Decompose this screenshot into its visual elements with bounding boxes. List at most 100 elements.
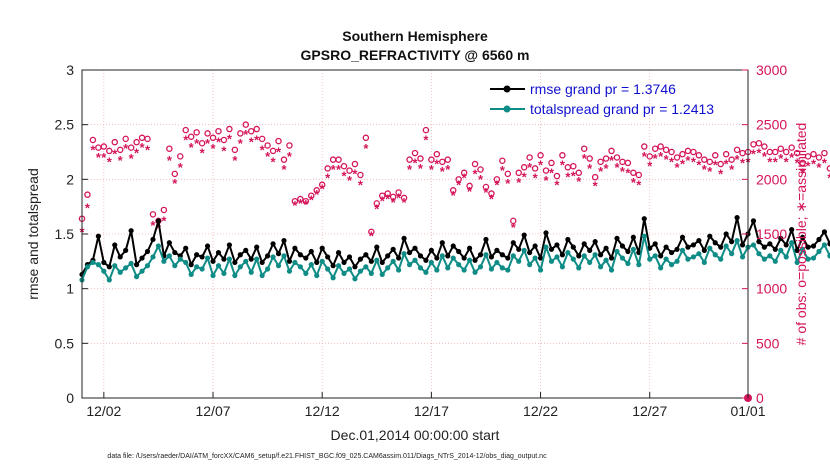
obs-assimilated-point: *: [385, 192, 391, 207]
line-series: [79, 215, 830, 283]
obs-assimilated-point: *: [418, 161, 424, 176]
obs-possible-point: [651, 145, 659, 152]
obs-possible-point: [777, 145, 785, 152]
rmse-point: [259, 259, 265, 266]
totalspread-point: [210, 272, 216, 279]
obs-possible-point: [275, 137, 282, 145]
obs-assimilated-point: *: [101, 150, 107, 165]
rmse-point: [652, 241, 658, 247]
totalspread-point: [527, 262, 533, 268]
obs-possible-point: [810, 150, 817, 158]
totalspread-point: [232, 272, 238, 279]
totalspread-point: [750, 242, 757, 248]
obs-assimilated-point: *: [827, 171, 830, 186]
totalspread-point: [335, 263, 342, 269]
obs-assimilated-point: *: [735, 152, 741, 167]
obs-possible-point: [466, 182, 473, 190]
rmse-point: [505, 255, 511, 261]
obs-assimilated-point: *: [729, 162, 735, 177]
obs-possible-point: [166, 145, 173, 152]
obs-assimilated-point: *: [500, 163, 506, 178]
totalspread-point: [297, 264, 303, 270]
rmse-point: [461, 255, 467, 261]
chart-title-line1: Southern Hemisphere: [342, 28, 488, 44]
y-right-tick-label: 2000: [756, 171, 787, 187]
obs-assimilated-point: *: [396, 190, 402, 205]
totalspread-point: [390, 258, 396, 264]
rmse-point: [723, 231, 729, 237]
totalspread-point: [330, 275, 336, 281]
obs-assimilated-point: *: [412, 155, 418, 170]
rmse-point: [112, 242, 118, 248]
rmse-point: [434, 255, 440, 261]
totalspread-point: [161, 258, 167, 264]
rmse-point: [587, 247, 593, 253]
totalspread-point: [133, 274, 140, 280]
obs-assimilated-point: *: [473, 166, 479, 181]
rmse-point: [117, 254, 123, 260]
totalspread-point: [537, 267, 544, 273]
obs-possible-point: [782, 148, 790, 156]
totalspread-point: [128, 260, 134, 267]
rmse-point: [805, 244, 811, 250]
totalspread-point: [139, 268, 145, 274]
totalspread-point: [739, 254, 746, 260]
obs-possible-point: [378, 192, 386, 199]
obs-assimilated-point: *: [527, 160, 533, 175]
rmse-point: [275, 251, 282, 257]
obs-assimilated-point: *: [707, 164, 713, 179]
obs-assimilated-point: *: [593, 178, 599, 193]
obs-possible-point: [149, 211, 157, 218]
totalspread-point: [668, 262, 675, 268]
obs-possible-point: [613, 154, 621, 161]
totalspread-point: [608, 267, 615, 273]
totalspread-point: [456, 262, 462, 268]
obs-possible-point: [351, 160, 359, 168]
rmse-point: [210, 258, 216, 264]
obs-assimilated-point: *: [751, 147, 757, 162]
x-tick-label: 12/27: [632, 403, 667, 419]
obs-assimilated-point: *: [653, 151, 659, 166]
rmse-point: [772, 246, 778, 252]
obs-assimilated-point: *: [811, 157, 817, 172]
obs-assimilated-point: *: [511, 220, 517, 235]
totalspread-point: [789, 240, 795, 246]
obs-assimilated-point: *: [778, 151, 784, 166]
obs-possible-point: [187, 133, 195, 140]
obs-assimilated-point: *: [402, 195, 408, 210]
totalspread-point: [292, 259, 298, 266]
obs-assimilated-point: *: [620, 164, 626, 179]
obs-possible-point: [559, 152, 566, 159]
totalspread-point: [625, 260, 631, 267]
rmse-point: [379, 259, 385, 266]
obs-possible-point: [641, 143, 648, 150]
obs-possible-point: [630, 169, 637, 177]
obs-possible-point: [411, 149, 419, 157]
totalspread-point: [401, 251, 407, 257]
obs-possible-point: [531, 165, 539, 172]
rmse-point: [756, 239, 762, 245]
legend: rmse grand pr = 1.3746 totalspread grand…: [490, 81, 714, 117]
totalspread-point: [90, 259, 96, 266]
totalspread-point: [450, 255, 456, 261]
x-tick-label: 12/07: [195, 403, 230, 419]
obs-assimilated-point: *: [391, 195, 397, 210]
obs-assimilated-point: *: [631, 175, 637, 190]
obs-possible-point: [821, 149, 828, 157]
obs-assimilated-point: *: [221, 143, 227, 158]
obs-assimilated-point: *: [210, 141, 216, 156]
totalspread-point: [767, 253, 773, 259]
rmse-point: [625, 248, 631, 255]
obs-assimilated-point: *: [440, 164, 446, 179]
obs-possible-point: [471, 160, 479, 168]
totalspread-point: [445, 265, 451, 271]
totalspread-point: [166, 253, 172, 259]
obs-assimilated-point: *: [505, 176, 511, 191]
rmse-point: [325, 254, 331, 260]
rmse-point: [204, 243, 211, 249]
rmse-point: [701, 247, 707, 253]
obs-possible-point: [226, 125, 233, 133]
rmse-point: [690, 242, 697, 248]
rmse-point: [243, 247, 249, 253]
rmse-point: [226, 242, 232, 248]
